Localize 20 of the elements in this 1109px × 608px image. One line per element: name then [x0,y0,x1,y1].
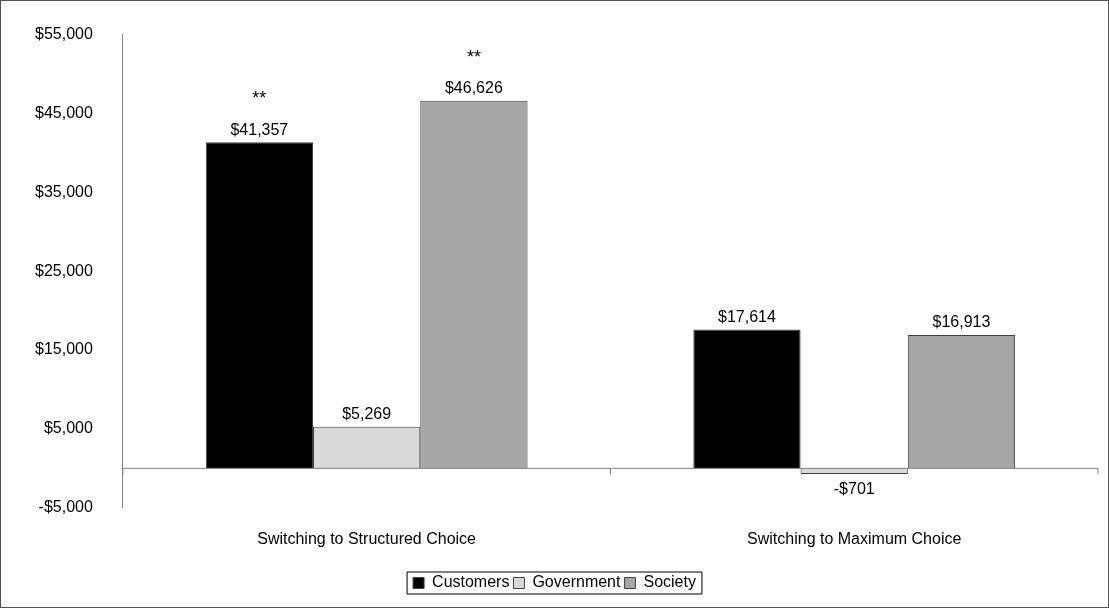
data-label: $17,614 [718,307,776,325]
y-tick-label: $5,000 [43,419,93,437]
x-tick-label: Switching to Maximum Choice [747,529,962,547]
annotation: ** [252,88,267,109]
data-label: $41,357 [230,120,289,138]
legend-label: Government [532,573,622,591]
data-label: $5,269 [342,405,392,423]
y-tick-label: $55,000 [34,25,93,43]
x-tick-label: Switching to Structured Choice [257,529,477,547]
annotation: ** [466,46,481,67]
legend-label: Customers [432,573,510,591]
data-label: -$701 [833,480,875,498]
y-tick-label: $25,000 [34,261,93,279]
data-label: $16,913 [932,313,991,331]
y-tick-label: -$5,000 [38,498,93,516]
data-label: $46,626 [444,79,503,97]
y-tick-label: $35,000 [34,182,93,200]
y-tick-label: $45,000 [34,103,93,121]
y-tick-label: $15,000 [34,340,93,358]
legend-label: Society [643,573,696,591]
